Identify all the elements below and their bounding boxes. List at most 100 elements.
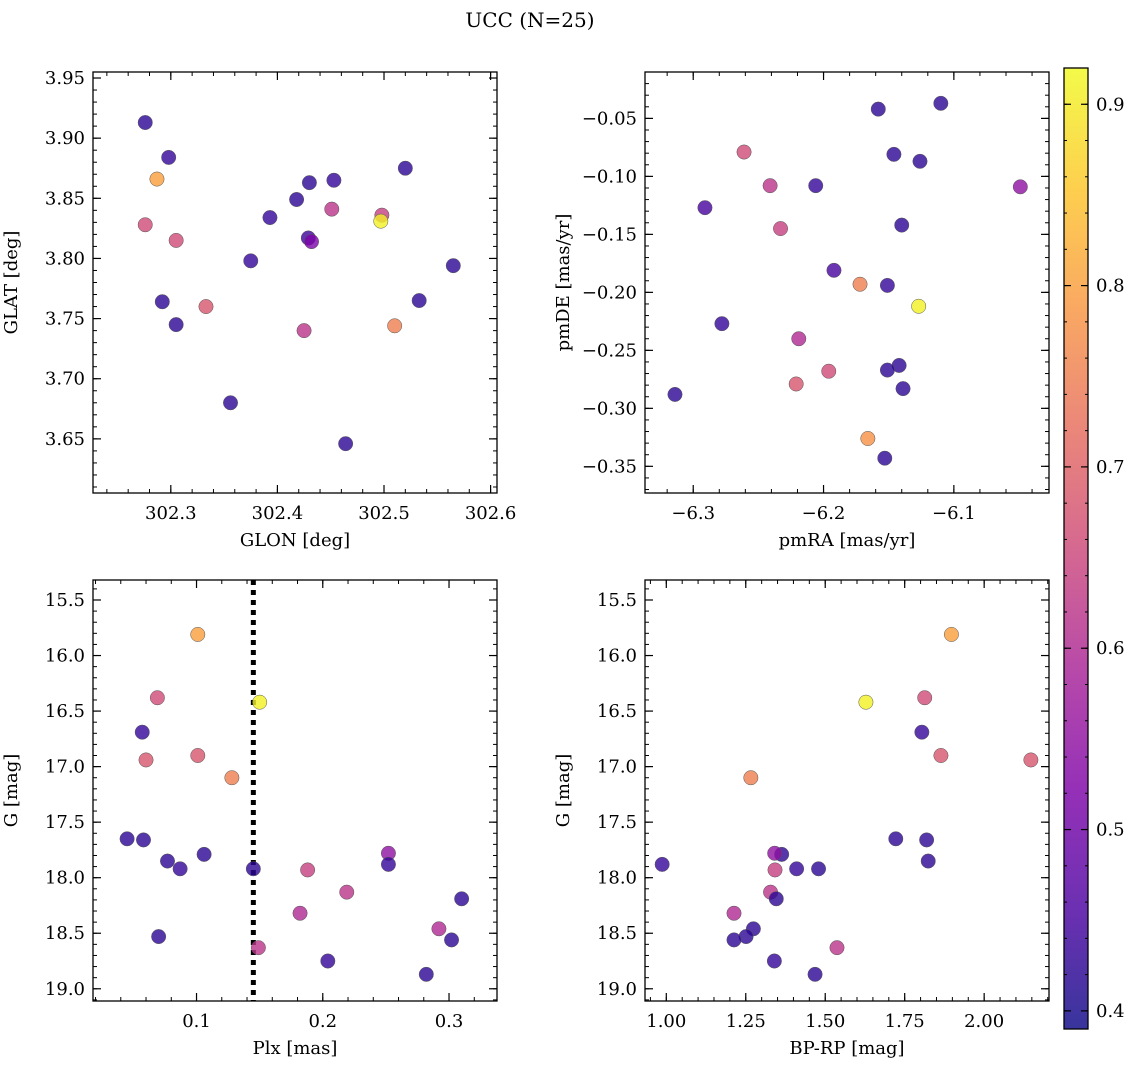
colorbar: 0.4 0.5 0.6 0.7 0.8 0.9 [1063,67,1125,1030]
y-tick-label: −0.30 [582,398,637,419]
data-point [766,953,782,969]
data-point [933,95,949,111]
y-tick-label: 16.5 [45,701,85,722]
data-point [767,862,783,878]
data-point [444,932,459,948]
y-tick-label: 3.70 [45,369,85,390]
data-point [339,884,355,900]
x-tick-label: 302.3 [145,503,197,524]
data-point [296,323,312,339]
x-tick-label: 1.50 [805,1011,845,1032]
y-tick-label: 16.0 [45,646,85,667]
data-point [172,861,188,877]
data-point [252,694,268,710]
data-point [301,175,317,191]
data-point [726,905,742,921]
y-axis-label: GLAT [deg] [1,231,22,335]
panel-bprp-g: 1.00 1.25 1.50 1.75 2.00 15.5 16.0 16.5 17.0 17.5… [553,579,1050,1059]
panel-pmra-pmde: −6.3 −6.2 −6.1 −0.35 −0.30 −0.25 −0.20 −0.15 −0.… [553,71,1050,551]
data-point [943,626,959,642]
data-point [411,293,427,308]
data-point [1012,179,1028,195]
y-tick-label: 17.0 [597,757,637,778]
data-point [911,298,927,314]
data-point [743,770,759,786]
data-point [917,690,933,706]
data-point [912,153,928,169]
data-point [877,450,893,466]
data-point [789,861,805,877]
x-tick-label: −6.3 [671,503,715,524]
colorbar-tick-label: 0.5 [1096,820,1125,841]
axes-frame [644,579,1050,1002]
data-point [762,178,778,194]
y-tick-label: 18.5 [597,923,637,944]
data-point [454,891,470,907]
axes-frame [92,579,498,1002]
x-tick-label: 302.6 [465,503,517,524]
data-point [860,431,876,446]
data-point [149,171,165,187]
data-point [320,953,336,969]
data-point [418,966,434,982]
data-point [768,891,784,907]
data-point [1023,752,1039,768]
data-point [190,748,206,763]
data-point [289,192,305,207]
colorbar-tick-label: 0.6 [1096,638,1125,659]
y-axis-label: G [mag] [1,754,22,827]
panel-glon-glat: 302.3 302.4 302.5 302.6 3.65 3.70 3.75 3.80 3.85… [1,68,516,551]
y-tick-label: 16.0 [597,646,637,667]
y-tick-label: −0.35 [582,456,637,477]
data-point [397,160,413,176]
data-point [829,940,845,956]
data-point [196,846,212,862]
data-point [380,856,396,872]
data-point [300,862,316,878]
colorbar-tick-label: 0.9 [1096,94,1125,115]
data-point [808,178,824,194]
data-point [858,694,874,710]
x-tick-label: −6.2 [802,503,846,524]
data-point [160,853,175,869]
y-tick-label: 15.5 [45,590,85,611]
data-point [138,752,154,768]
data-point [667,386,683,402]
y-axis-label: pmDE [mas/yr] [553,214,574,352]
data-point [245,861,261,877]
data-point [190,626,206,642]
data-point [243,253,259,269]
data-point [149,690,165,706]
y-tick-label: 18.5 [45,923,85,944]
y-tick-label: 19.0 [45,979,85,1000]
y-tick-label: 18.0 [597,868,637,889]
y-tick-label: −0.20 [582,282,637,303]
figure-title: UCC (N=25) [465,8,594,32]
data-point [895,381,911,397]
data-point [136,832,151,848]
data-point [304,234,319,250]
data-point [324,201,340,217]
data-point [879,277,895,293]
data-point [445,258,461,274]
data-point [773,221,788,237]
x-tick-label: 0.3 [435,1011,464,1032]
colorbar-frame [1063,67,1089,1030]
colorbar-tick-label: 0.4 [1096,1001,1125,1022]
colorbar-tick-label: 0.7 [1096,457,1125,478]
data-point [821,363,837,379]
y-tick-label: 17.5 [45,812,85,833]
data-point [168,317,184,333]
x-tick-label: 302.5 [358,503,410,524]
data-point [697,200,713,216]
axes-frame [644,71,1050,494]
data-point [852,276,868,292]
y-axis-label: G [mag] [553,754,574,827]
data-point [788,376,804,392]
x-tick-label: 0.1 [182,1011,211,1032]
x-axis-label: pmRA [mas/yr] [779,530,916,551]
data-point [933,748,949,763]
x-axis-label: BP-RP [mag] [789,1038,904,1059]
data-point [654,856,670,872]
